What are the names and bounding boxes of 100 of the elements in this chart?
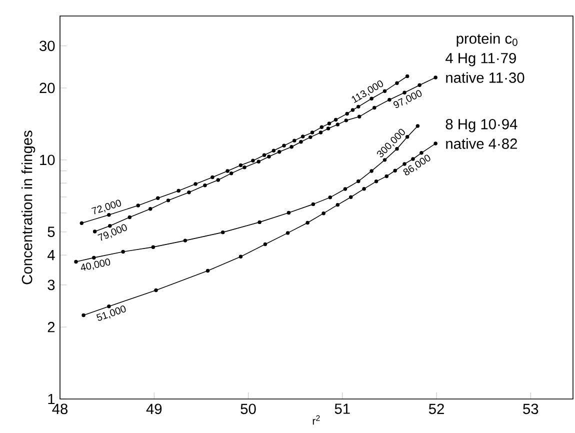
point — [310, 130, 314, 134]
point — [286, 231, 290, 235]
x-tick-label: 50 — [240, 404, 256, 414]
annotation: 72,000 — [91, 200, 121, 214]
point — [256, 160, 260, 164]
point — [166, 198, 170, 202]
point — [356, 179, 360, 184]
point — [74, 260, 78, 264]
series-label: native 11·30 — [446, 72, 524, 83]
point — [272, 148, 276, 152]
point — [405, 134, 410, 139]
annotation: 51,000 — [96, 306, 126, 321]
point — [229, 171, 234, 176]
point — [263, 242, 268, 246]
legend-title: protein c$_{0}$ — [456, 33, 518, 47]
y-tick-label: 4 — [47, 250, 55, 260]
point — [344, 118, 348, 122]
point — [282, 144, 286, 148]
x-axis-title: r$^{2}$ — [312, 415, 320, 425]
point — [226, 169, 230, 173]
point — [267, 154, 271, 159]
point — [308, 135, 312, 140]
text: 4 Hg 11·79 — [446, 52, 516, 66]
annotation: 40,000 — [80, 258, 110, 270]
point — [238, 163, 243, 168]
point — [194, 182, 198, 186]
point — [350, 108, 355, 112]
point — [357, 114, 362, 119]
point — [336, 202, 340, 207]
point — [128, 215, 132, 220]
y-tick-label: 20 — [40, 82, 55, 94]
point — [393, 168, 397, 173]
x-tick-label: 49 — [146, 404, 162, 414]
point — [206, 268, 210, 273]
point — [343, 187, 348, 191]
y-tick-label: 10 — [40, 154, 55, 166]
point — [311, 202, 316, 206]
x-tick-label: 48 — [52, 404, 68, 414]
point — [187, 190, 191, 194]
point — [262, 153, 266, 158]
point — [370, 169, 374, 173]
point — [203, 183, 207, 188]
point — [306, 220, 310, 225]
point — [395, 81, 399, 85]
y-tick-label: 2 — [48, 322, 55, 332]
point — [318, 130, 323, 134]
point — [372, 106, 376, 110]
point — [434, 142, 438, 146]
series-label: 8 Hg 10·94 — [446, 118, 518, 132]
point — [434, 76, 438, 80]
point — [348, 195, 353, 199]
point — [151, 245, 156, 249]
y-tick-label: 30 — [40, 40, 55, 52]
point — [210, 175, 214, 180]
x-tick-label: 51 — [334, 404, 350, 414]
point — [374, 180, 378, 184]
point — [345, 112, 349, 116]
point — [258, 220, 262, 224]
point — [382, 158, 387, 162]
point — [251, 158, 255, 163]
point — [388, 98, 392, 102]
point — [80, 221, 84, 226]
y-tick-label: 3 — [48, 280, 55, 290]
point — [418, 83, 422, 87]
point — [183, 238, 188, 242]
point — [327, 122, 332, 126]
point — [292, 138, 296, 142]
y-tick-label: 5 — [48, 226, 55, 238]
point — [176, 188, 180, 193]
point — [362, 186, 366, 191]
point — [326, 126, 330, 130]
y-tick-label: 1 — [48, 394, 55, 404]
series-label: native 4·82 — [446, 138, 517, 149]
point — [405, 74, 410, 78]
point — [156, 196, 160, 200]
point — [148, 207, 152, 211]
point — [356, 104, 360, 109]
point — [277, 150, 282, 154]
point — [238, 254, 243, 259]
point — [216, 178, 220, 182]
point — [416, 124, 420, 128]
point — [136, 204, 140, 208]
x-tick-label: 52 — [428, 404, 444, 414]
point — [82, 313, 86, 318]
point — [154, 288, 158, 292]
point — [92, 230, 97, 234]
point — [384, 174, 388, 178]
point — [320, 125, 324, 130]
y-axis-title: Concentration in fringes — [21, 130, 36, 284]
x-tick-label: 53 — [523, 404, 538, 414]
point — [336, 122, 340, 126]
point — [121, 250, 125, 254]
point — [322, 211, 326, 216]
point — [290, 145, 294, 149]
point — [242, 165, 246, 170]
point — [328, 196, 332, 200]
point — [334, 118, 338, 122]
point — [299, 140, 303, 144]
point — [220, 230, 225, 234]
point — [300, 134, 305, 138]
